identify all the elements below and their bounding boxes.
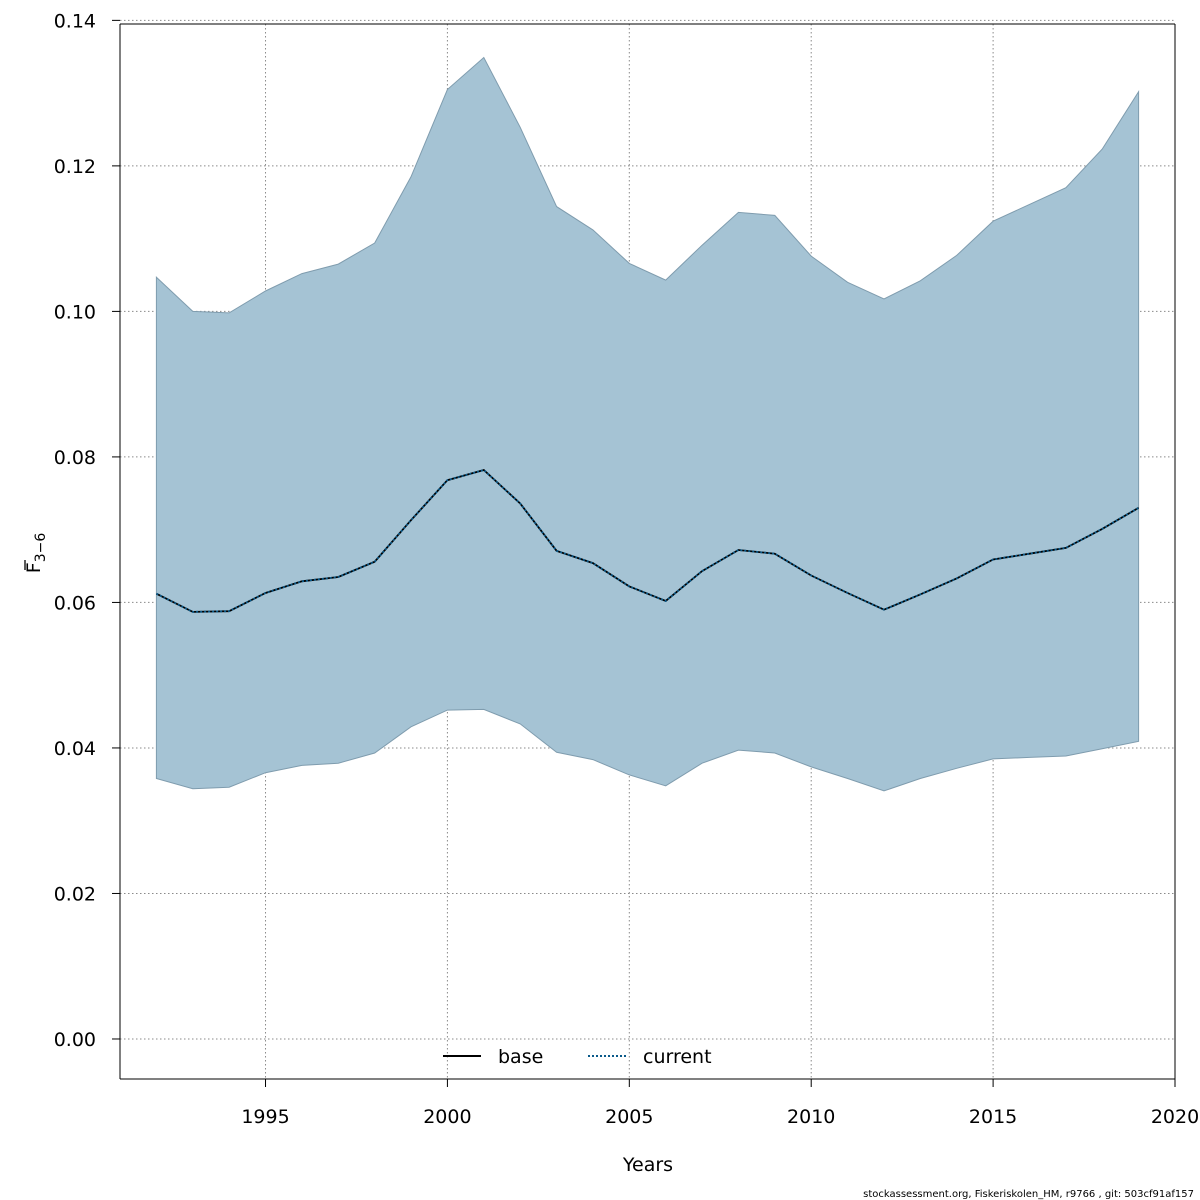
legend: base current bbox=[443, 1046, 712, 1068]
series-line-current bbox=[155, 468, 1140, 613]
y-tick-label: 0.00 bbox=[54, 1029, 96, 1051]
y-axis-title-sub: 3−6 bbox=[33, 533, 49, 563]
legend-current-label: current bbox=[643, 1046, 712, 1068]
y-tick-label: 0.10 bbox=[54, 301, 96, 323]
y-tick-label: 0.08 bbox=[54, 447, 96, 469]
x-tick-label: 1995 bbox=[241, 1106, 289, 1128]
y-tick-label: 0.02 bbox=[54, 883, 96, 905]
footer-note: stockassessment.org, Fiskeriskolen_HM, r… bbox=[863, 1189, 1194, 1200]
y-tick-label: 0.06 bbox=[54, 592, 96, 614]
x-tick-label: 2020 bbox=[1151, 1106, 1199, 1128]
y-tick-label: 0.04 bbox=[54, 738, 96, 760]
x-tick-label: 2010 bbox=[787, 1106, 835, 1128]
x-tick-label: 2000 bbox=[423, 1106, 471, 1128]
x-tick-label: 2015 bbox=[969, 1106, 1017, 1128]
confidence-band-layer bbox=[155, 56, 1140, 792]
svg-text:F3−6: F3−6 bbox=[23, 533, 49, 574]
y-tick-label: 0.12 bbox=[54, 156, 96, 178]
axes-layer: 1995 2000 2005 2010 2015 2020 0.00 0.02 0.04 0.06… bbox=[54, 10, 1199, 1128]
series-lines-layer bbox=[155, 468, 1140, 613]
x-tick-label: 2005 bbox=[605, 1106, 653, 1128]
y-tick-label: 0.14 bbox=[54, 10, 96, 32]
confidence-band bbox=[155, 56, 1140, 792]
y-axis-title-main: F bbox=[23, 562, 45, 573]
y-axis-title: F3−6 bbox=[23, 533, 49, 574]
legend-base-label: base bbox=[498, 1046, 543, 1068]
x-axis-title: Years bbox=[622, 1154, 673, 1176]
